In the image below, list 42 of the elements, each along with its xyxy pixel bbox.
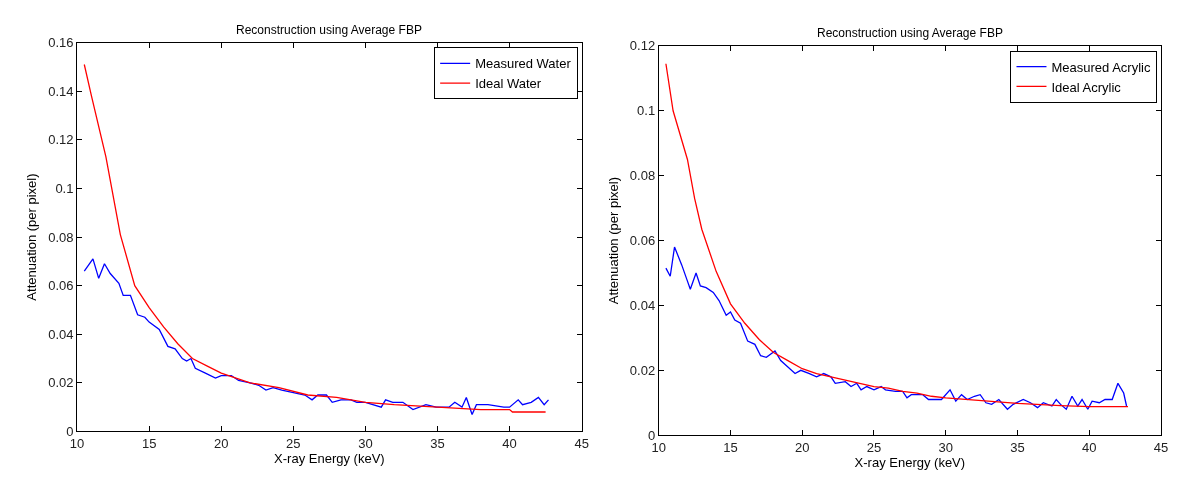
x-tick-label: 25 <box>286 436 301 452</box>
x-axis-title: X-ray Energy (keV) <box>854 454 966 470</box>
y-tick-label: 0.06 <box>629 233 656 249</box>
legend-label: Measured Water <box>475 56 572 72</box>
x-tick-label: 45 <box>1153 439 1169 455</box>
legend-label: Ideal Acrylic <box>1051 79 1122 95</box>
y-tick-label: 0.08 <box>48 229 74 245</box>
x-tick-label: 15 <box>141 436 157 452</box>
x-tick-label: 30 <box>938 439 953 455</box>
y-tick-label: 0.1 <box>55 180 74 196</box>
x-tick-label: 30 <box>358 436 373 452</box>
x-tick-label: 20 <box>795 439 810 455</box>
x-tick-label: 15 <box>723 439 738 455</box>
legend-label: Ideal Water <box>475 76 542 92</box>
chart-title: Reconstruction using Average FBP <box>236 23 422 37</box>
y-tick-label: 0.16 <box>48 35 74 51</box>
y-tick-label: 0.14 <box>48 83 74 99</box>
x-axis-title: X-ray Energy (keV) <box>274 451 385 467</box>
y-tick-label: 0.08 <box>629 168 656 184</box>
y-tick-label: 0.04 <box>629 297 656 313</box>
y-tick-label: 0.02 <box>48 375 74 391</box>
x-tick-label: 35 <box>1010 439 1025 455</box>
y-tick-label: 0.06 <box>48 278 74 294</box>
x-tick-label: 40 <box>502 436 517 452</box>
x-tick-label: 10 <box>69 436 85 452</box>
x-tick-label: 25 <box>866 439 882 455</box>
legend-label: Measured Acrylic <box>1051 59 1151 75</box>
y-axis-title: Attenuation (per pixel) <box>24 173 40 301</box>
y-tick-label: 0 <box>66 423 74 439</box>
line-series <box>665 246 1128 410</box>
x-tick-label: 45 <box>574 436 589 452</box>
y-tick-label: 0.1 <box>637 103 656 119</box>
x-tick-label: 40 <box>1082 439 1097 455</box>
y-tick-label: 0.12 <box>629 38 656 54</box>
y-tick-label: 0.12 <box>48 132 74 148</box>
y-tick-label: 0.04 <box>48 326 74 342</box>
y-tick-label: 0.02 <box>629 362 656 378</box>
x-tick-label: 35 <box>430 436 445 452</box>
y-axis-title: Attenuation (per pixel) <box>605 176 621 305</box>
x-tick-label: 20 <box>214 436 229 452</box>
line-series <box>83 258 550 416</box>
chart-title: Reconstruction using Average FBP <box>817 26 1003 40</box>
